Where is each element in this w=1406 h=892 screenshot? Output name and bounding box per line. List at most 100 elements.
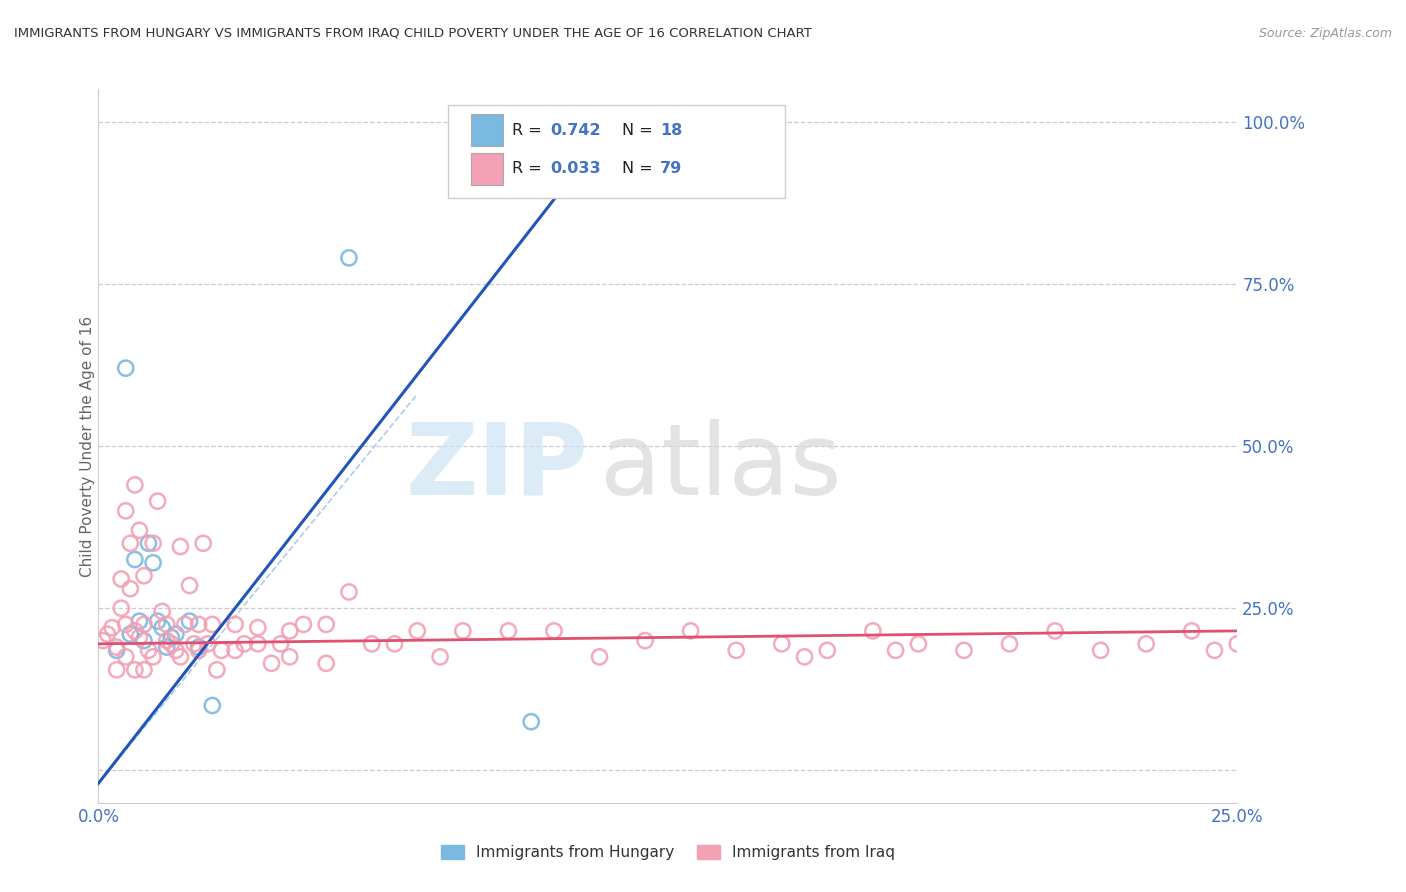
Point — [146, 614, 169, 628]
Point — [278, 624, 301, 638]
Point — [114, 504, 136, 518]
Point — [1204, 643, 1226, 657]
Point — [110, 601, 132, 615]
Point — [179, 578, 201, 592]
Point — [142, 556, 165, 570]
Point — [451, 624, 474, 638]
Point — [498, 624, 520, 638]
Point — [201, 617, 224, 632]
Point — [246, 621, 269, 635]
Point — [337, 251, 360, 265]
Text: atlas: atlas — [599, 419, 841, 516]
Point — [165, 627, 187, 641]
Point — [233, 637, 256, 651]
Point — [150, 604, 173, 618]
Point — [132, 617, 155, 632]
Point — [815, 643, 838, 657]
Point — [138, 536, 160, 550]
Point — [156, 633, 179, 648]
Point — [292, 617, 315, 632]
Point — [634, 633, 657, 648]
Point — [132, 633, 155, 648]
Point — [679, 624, 702, 638]
Point — [128, 524, 150, 538]
Point — [150, 621, 173, 635]
Point — [1135, 637, 1157, 651]
Point — [124, 624, 146, 638]
Point — [114, 617, 136, 632]
Point — [278, 649, 301, 664]
Point — [315, 617, 337, 632]
Point — [120, 627, 142, 641]
Point — [197, 637, 219, 651]
Point — [183, 637, 205, 651]
Point — [138, 643, 160, 657]
Text: Source: ZipAtlas.com: Source: ZipAtlas.com — [1258, 27, 1392, 40]
Text: 18: 18 — [659, 122, 682, 137]
Point — [725, 643, 748, 657]
Point — [193, 536, 215, 550]
Point — [384, 637, 406, 651]
Point — [770, 637, 793, 651]
Y-axis label: Child Poverty Under the Age of 16: Child Poverty Under the Age of 16 — [80, 316, 94, 576]
Point — [156, 640, 179, 654]
FancyBboxPatch shape — [471, 114, 503, 146]
Point — [315, 657, 337, 671]
Point — [160, 637, 183, 651]
Point — [132, 663, 155, 677]
Text: IMMIGRANTS FROM HUNGARY VS IMMIGRANTS FROM IRAQ CHILD POVERTY UNDER THE AGE OF 1: IMMIGRANTS FROM HUNGARY VS IMMIGRANTS FR… — [14, 27, 811, 40]
Point — [187, 617, 209, 632]
Point — [520, 714, 543, 729]
Point — [260, 657, 283, 671]
Text: 79: 79 — [659, 161, 682, 176]
Point — [160, 631, 183, 645]
Point — [114, 649, 136, 664]
Point — [179, 614, 201, 628]
Point — [146, 494, 169, 508]
Point — [406, 624, 429, 638]
Point — [201, 698, 224, 713]
Point — [187, 643, 209, 657]
Point — [224, 643, 246, 657]
Point — [101, 621, 124, 635]
Point — [132, 568, 155, 582]
Point — [120, 582, 142, 596]
Legend: Immigrants from Hungary, Immigrants from Iraq: Immigrants from Hungary, Immigrants from… — [434, 839, 901, 866]
Point — [156, 617, 179, 632]
Point — [105, 663, 128, 677]
Point — [165, 643, 187, 657]
Point — [429, 649, 451, 664]
Point — [105, 640, 128, 654]
Point — [174, 617, 197, 632]
Point — [998, 637, 1021, 651]
Point — [1043, 624, 1066, 638]
Text: N =: N = — [623, 161, 658, 176]
FancyBboxPatch shape — [449, 105, 785, 198]
Point — [543, 624, 565, 638]
Point — [209, 643, 232, 657]
Point — [110, 572, 132, 586]
Point — [91, 633, 114, 648]
Point — [224, 617, 246, 632]
Point — [862, 624, 884, 638]
Point — [142, 649, 165, 664]
Text: 0.742: 0.742 — [551, 122, 602, 137]
Point — [124, 478, 146, 492]
Text: 0.033: 0.033 — [551, 161, 602, 176]
Point — [1181, 624, 1204, 638]
Point — [120, 536, 142, 550]
Point — [169, 540, 191, 554]
Point — [1090, 643, 1112, 657]
Point — [124, 552, 146, 566]
Point — [124, 663, 146, 677]
Point — [169, 649, 191, 664]
Point — [96, 627, 118, 641]
Point — [884, 643, 907, 657]
Point — [114, 361, 136, 376]
FancyBboxPatch shape — [471, 153, 503, 185]
Point — [953, 643, 976, 657]
Point — [588, 649, 610, 664]
Point — [337, 585, 360, 599]
Point — [907, 637, 929, 651]
Text: ZIP: ZIP — [405, 419, 588, 516]
